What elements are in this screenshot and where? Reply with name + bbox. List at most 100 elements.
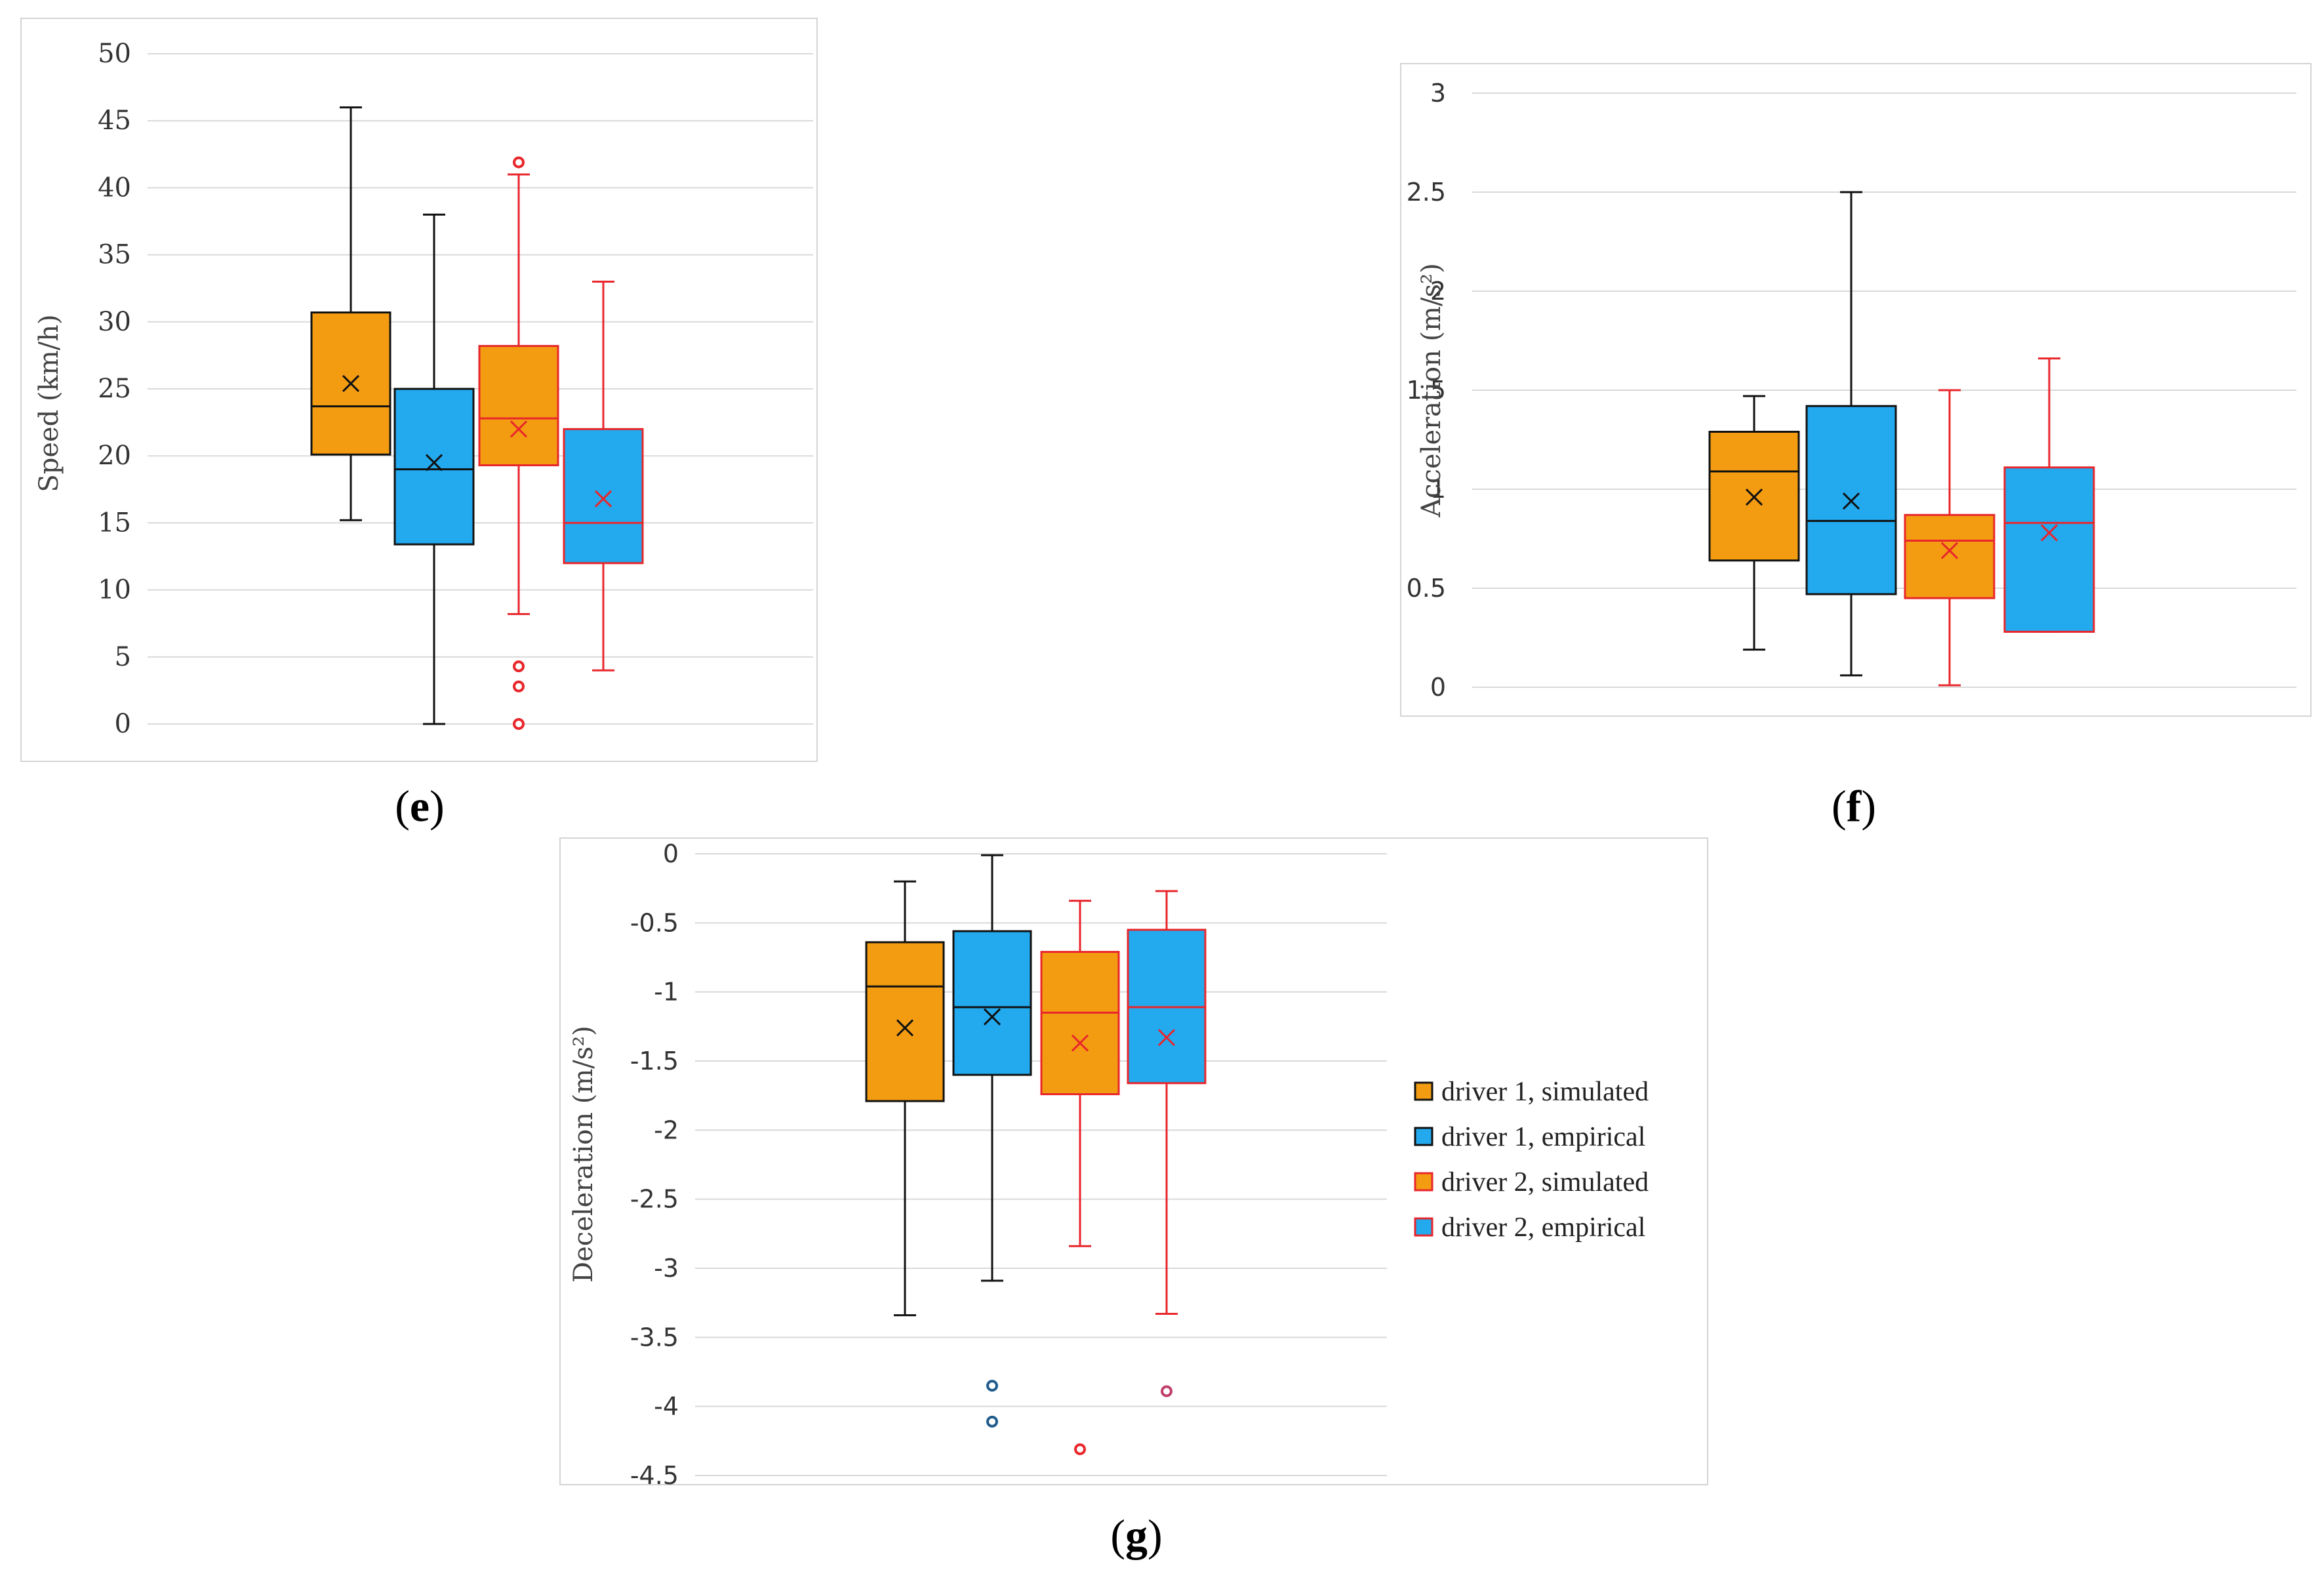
y-tick-label: 50 xyxy=(98,39,131,69)
box-g-2 xyxy=(952,854,1032,1428)
box-f-4 xyxy=(2003,357,2095,633)
outlier-point xyxy=(513,718,525,730)
legend-item-2: driver 1, empirical xyxy=(1414,1122,1645,1152)
box-body xyxy=(478,345,559,467)
mean-marker xyxy=(2040,524,2058,542)
box-body xyxy=(563,428,644,565)
outlier-point xyxy=(513,680,525,692)
legend-item-3: driver 2, simulated xyxy=(1414,1167,1649,1197)
box-body xyxy=(952,930,1032,1076)
box-f-2 xyxy=(1805,191,1897,677)
legend: driver 1, simulated driver 1, empirical dr… xyxy=(1414,1077,1649,1243)
y-tick-label: 0 xyxy=(663,839,679,868)
panel-g: 0 -0.5 -1 -1.5 -2 -2.5 -3 -3.5 -4 -4.5 Deceleratio… xyxy=(559,837,1708,1560)
box-body xyxy=(1904,513,1995,599)
y-tick-label: -3.5 xyxy=(630,1323,679,1352)
legend-label: driver 2, simulated xyxy=(1441,1167,1649,1197)
mean-marker xyxy=(425,454,443,471)
box-e-4 xyxy=(563,280,644,672)
mean-marker-stroke xyxy=(983,1008,1001,1026)
mean-marker-stroke xyxy=(1071,1034,1089,1052)
y-tick-label: 25 xyxy=(98,374,131,404)
y-tick-label: 15 xyxy=(98,508,131,538)
mean-marker xyxy=(594,490,612,508)
outlier-point xyxy=(513,156,525,169)
legend-item-4: driver 2, empirical xyxy=(1414,1213,1645,1243)
y-tick-label: -4.5 xyxy=(630,1461,679,1490)
box-e-1 xyxy=(310,106,391,521)
y-tick-label: -1 xyxy=(654,978,679,1007)
mean-marker xyxy=(896,1019,914,1037)
outlier-point xyxy=(1161,1385,1172,1397)
y-axis-label: Deceleration (m/s²) xyxy=(569,1026,599,1283)
box-g-1 xyxy=(865,880,945,1317)
box-body xyxy=(393,388,475,546)
mean-marker-stroke xyxy=(1842,492,1860,510)
outlier-point xyxy=(986,1380,998,1392)
y-tick-label: -3 xyxy=(654,1254,679,1283)
mean-marker xyxy=(1842,492,1860,510)
y-tick-label: 5 xyxy=(115,642,131,672)
y-tick-label: 0.5 xyxy=(1407,574,1446,603)
y-tick-label: 3 xyxy=(1430,79,1446,108)
y-tick-label: 45 xyxy=(98,106,131,136)
y-tick-label: 40 xyxy=(98,172,131,203)
y-tick-label: -2 xyxy=(654,1115,679,1144)
outlier-point xyxy=(1074,1443,1086,1455)
y-tick-label: 1 xyxy=(1430,475,1446,504)
y-tick-label: 20 xyxy=(98,441,131,471)
box-f-3 xyxy=(1904,389,1995,687)
legend-item-1: driver 1, simulated xyxy=(1414,1077,1649,1107)
box-e-3 xyxy=(478,156,559,730)
mean-marker-stroke xyxy=(342,374,360,392)
y-tick-label: 0 xyxy=(115,709,131,739)
mean-marker-stroke xyxy=(2040,524,2058,542)
legend-label: driver 2, empirical xyxy=(1441,1213,1645,1243)
y-tick-label: 2.5 xyxy=(1407,178,1446,207)
mean-marker xyxy=(1745,489,1763,506)
mean-marker-stroke xyxy=(1940,542,1959,559)
panel-label: (g) xyxy=(1110,1510,1162,1560)
mean-marker xyxy=(1940,542,1959,559)
mean-marker xyxy=(1071,1034,1089,1052)
panel-f: 0 0.5 1 1.5 2 2.5 3 Acceleration (m/s²) (f) xyxy=(1400,63,2312,831)
mean-marker xyxy=(1157,1029,1176,1047)
mean-marker-stroke xyxy=(594,490,612,508)
y-tick-label: -2.5 xyxy=(630,1185,679,1214)
mean-marker-stroke xyxy=(510,420,528,438)
outlier-point xyxy=(513,660,525,673)
box-body xyxy=(865,941,945,1102)
box-body xyxy=(2003,466,2095,633)
legend-label: driver 1, empirical xyxy=(1441,1122,1645,1152)
mean-marker-stroke xyxy=(1745,489,1763,506)
box-body xyxy=(1040,951,1120,1096)
y-tick-label: 1.5 xyxy=(1407,376,1446,405)
mean-marker xyxy=(342,374,360,392)
y-tick-label: -0.5 xyxy=(630,908,679,937)
y-axis-label: Acceleration (m/s²) xyxy=(1416,263,1447,517)
mean-marker xyxy=(983,1008,1001,1026)
legend-swatch xyxy=(1414,1127,1433,1146)
y-axis-label: Speed (km/h) xyxy=(34,314,64,492)
y-tick-label: 2 xyxy=(1430,277,1446,306)
mean-marker-stroke xyxy=(1157,1029,1176,1047)
legend-label: driver 1, simulated xyxy=(1441,1077,1649,1107)
legend-swatch xyxy=(1414,1081,1433,1101)
outlier-point xyxy=(986,1415,998,1428)
panel-label: (f) xyxy=(1832,781,1876,831)
y-tick-label: -1.5 xyxy=(630,1047,679,1075)
legend-swatch xyxy=(1414,1172,1433,1192)
y-tick-label: -4 xyxy=(654,1392,679,1421)
box-g-3 xyxy=(1040,900,1120,1455)
y-tick-label: 30 xyxy=(98,307,131,337)
legend-swatch xyxy=(1414,1217,1433,1237)
mean-marker xyxy=(510,420,528,438)
box-e-2 xyxy=(393,213,475,725)
panel-label: (e) xyxy=(395,781,445,831)
panel-e: 0 5 10 15 20 25 30 35 40 45 50 Speed (km/h) (e) xyxy=(20,18,818,831)
mean-marker-stroke xyxy=(896,1019,914,1037)
y-tick-label: 10 xyxy=(98,575,131,605)
box-f-1 xyxy=(1708,395,1800,651)
mean-marker-stroke xyxy=(425,454,443,471)
